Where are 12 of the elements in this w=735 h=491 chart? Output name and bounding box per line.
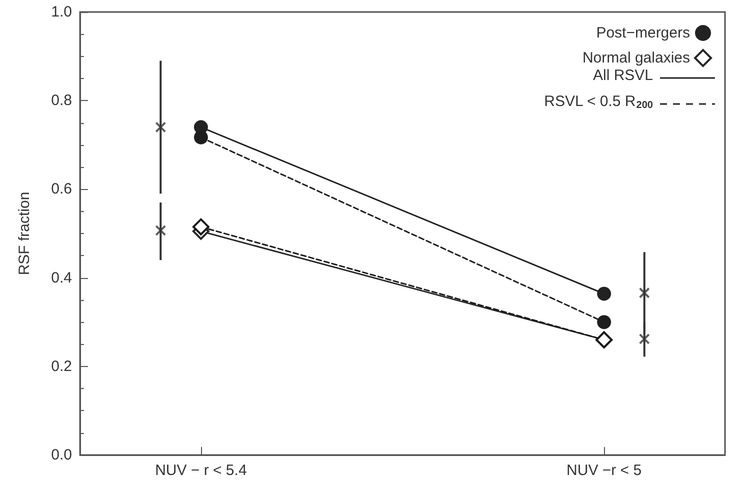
y-tick-label: 1.0 [51,4,72,20]
x-tick-label: NUV − r < 5.4 [155,462,247,479]
y-axis-title: RSF fraction [16,192,33,276]
annotation: All RSVL [592,67,654,84]
y-tick-label: 0.4 [51,269,72,286]
y-tick-label: 0.0 [51,446,72,464]
x-tick-label: NUV −r < 5 [566,462,642,479]
y-tick-label: 0.2 [51,358,72,375]
y-tick-label: 0.8 [51,92,72,110]
legend-label: Post−mergers [596,24,690,42]
legend-label: Normal galaxies [582,50,690,66]
y-tick-label: 0.6 [51,180,72,198]
